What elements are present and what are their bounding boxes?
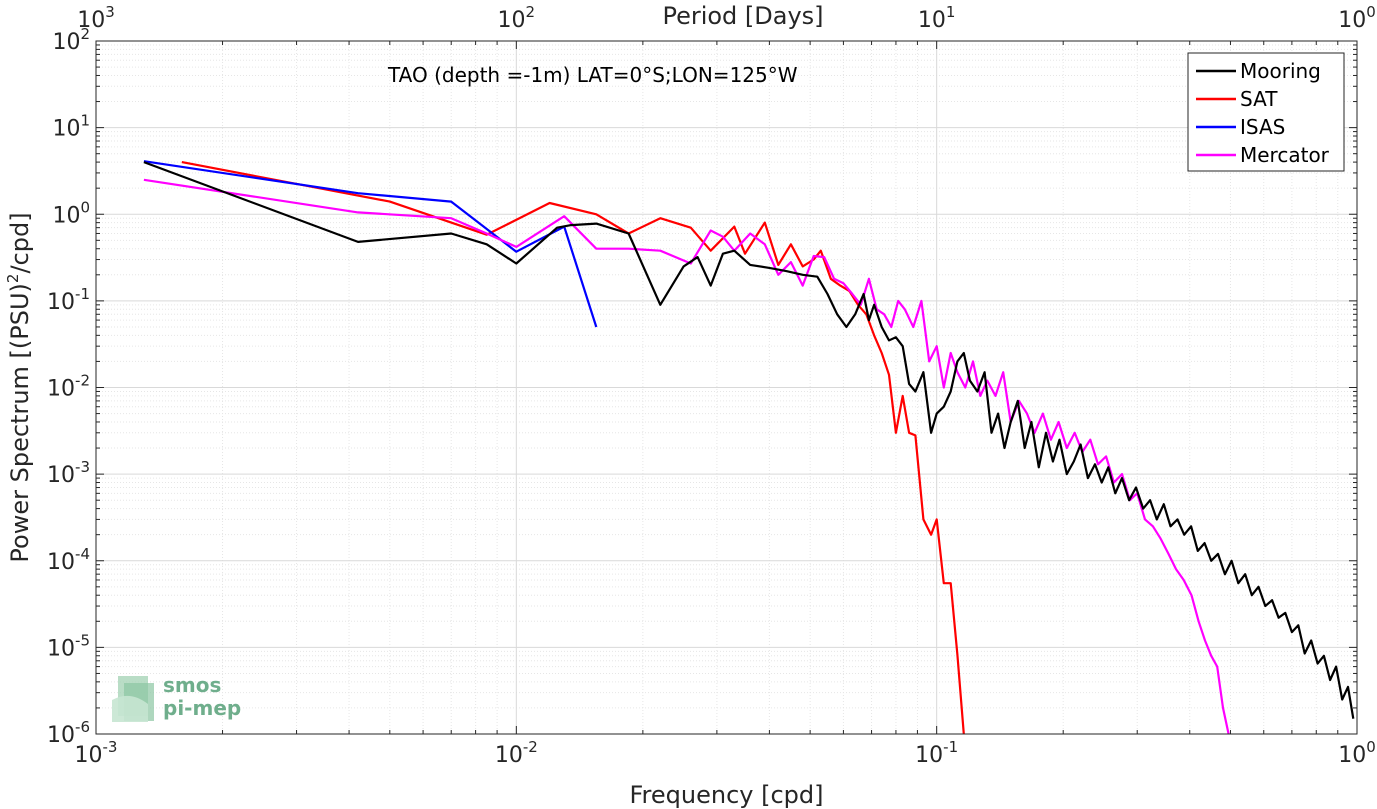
tick-exponent: 0	[80, 198, 90, 216]
tick-base: 10	[1338, 8, 1366, 33]
tick-base: 10	[915, 743, 943, 768]
tick-exponent: -2	[75, 372, 90, 390]
tick-base: 10	[75, 743, 103, 768]
logo-mark	[112, 676, 154, 722]
series-line-mooring	[143, 161, 1355, 719]
y-tick-label: 10-4	[47, 545, 90, 575]
major-grid	[95, 40, 1358, 735]
tick-exponent: -1	[943, 738, 958, 756]
tick-exponent: -3	[103, 738, 118, 756]
tick-exponent: -2	[523, 738, 538, 756]
tick-exponent: -6	[75, 718, 90, 736]
y-tick-label: 10-2	[47, 372, 90, 402]
minor-grid	[96, 41, 1357, 734]
y-tick-label: 10-6	[47, 718, 90, 748]
y-tick-label: 10-5	[47, 631, 90, 661]
x-tick-label: 100	[1338, 738, 1376, 768]
tick-exponent: -3	[75, 458, 90, 476]
top-tick-label: 101	[918, 3, 956, 33]
tick-base: 10	[495, 743, 523, 768]
tick-base: 10	[52, 203, 80, 228]
legend-label-mercator: Mercator	[1240, 143, 1330, 167]
legend-label-sat: SAT	[1240, 87, 1278, 111]
logo-text-smos: smos	[163, 673, 221, 697]
tick-exponent: -1	[75, 285, 90, 303]
x-axis-title: Frequency [cpd]	[629, 781, 823, 809]
tick-exponent: 3	[105, 3, 115, 21]
tick-base: 10	[918, 8, 946, 33]
tick-base: 10	[47, 636, 75, 661]
tick-exponent: 1	[80, 112, 90, 130]
x-tick-label: 10-2	[495, 738, 538, 768]
y-tick-label: 10-3	[47, 458, 90, 488]
tick-exponent: 0	[1366, 3, 1376, 21]
series-line-isas	[143, 160, 598, 328]
tick-exponent: 0	[1366, 738, 1376, 756]
tick-base: 10	[1338, 743, 1366, 768]
y-axis-title-tail: /cpd]	[6, 212, 34, 273]
legend-label-mooring: Mooring	[1240, 59, 1321, 83]
y-axis-title: Power Spectrum [(PSU)2/cpd]	[4, 212, 34, 562]
tick-base: 10	[52, 117, 80, 142]
tick-exponent: 2	[80, 25, 90, 43]
top-tick-label: 100	[1338, 3, 1376, 33]
tick-exponent: 1	[946, 3, 956, 21]
tick-base: 10	[77, 8, 105, 33]
y-tick-label: 101	[52, 112, 90, 142]
tick-base: 10	[47, 377, 75, 402]
legend: Mooring SAT ISAS Mercator	[1187, 52, 1345, 172]
top-tick-label: 103	[77, 3, 115, 33]
top-axis-title: Period [Days]	[662, 2, 823, 30]
tick-base: 10	[52, 30, 80, 55]
x-tick-label: 10-1	[915, 738, 958, 768]
tick-marks	[95, 40, 1358, 735]
tick-base: 10	[47, 463, 75, 488]
y-tick-label: 10-1	[47, 285, 90, 315]
tick-exponent: -5	[75, 631, 90, 649]
legend-box	[1187, 52, 1345, 172]
series-layer	[143, 160, 1355, 735]
y-tick-label: 102	[52, 25, 90, 55]
tick-base: 10	[47, 290, 75, 315]
logo-text-pimep: pi-mep	[163, 696, 241, 720]
y-axis-title-main: Power Spectrum [(PSU)	[6, 283, 34, 562]
y-tick-label: 100	[52, 198, 90, 228]
y-axis-title-sup: 2	[4, 274, 22, 284]
tick-base: 10	[47, 723, 75, 748]
legend-label-isas: ISAS	[1240, 115, 1285, 139]
tick-base: 10	[498, 8, 526, 33]
tick-base: 10	[47, 550, 75, 575]
tick-exponent: -4	[75, 545, 90, 563]
x-tick-label: 10-3	[75, 738, 118, 768]
top-tick-label: 102	[498, 3, 536, 33]
series-line-sat	[181, 161, 965, 735]
smos-pi-mep-logo: smos pi-mep	[112, 673, 241, 722]
tick-exponent: 2	[526, 3, 536, 21]
chart-annotation: TAO (depth =-1m) LAT=0°S;LON=125°W	[387, 63, 798, 87]
